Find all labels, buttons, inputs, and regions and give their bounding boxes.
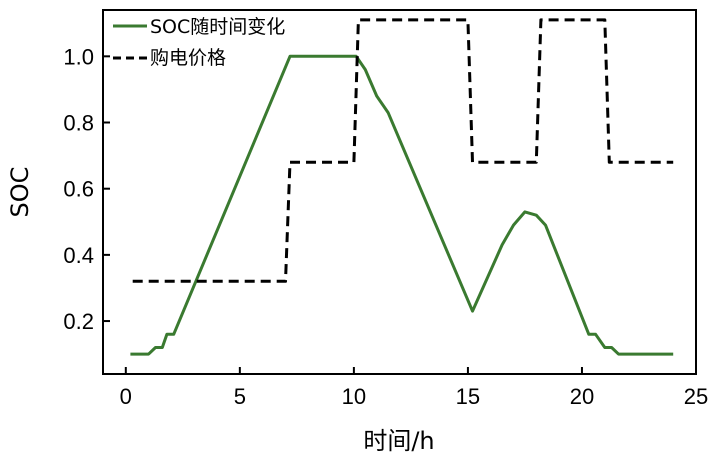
y-axis-title: SOC [6, 167, 34, 218]
x-axis-ticks: 0 5 10 15 20 25 [120, 367, 708, 409]
y-axis-ticks: 0.2 0.4 0.6 0.8 1.0 [63, 44, 110, 334]
y-tick-label: 0.8 [63, 111, 94, 136]
plot-frame [102, 9, 697, 375]
soc-series-line [130, 54, 674, 356]
y-tick-label: 0.2 [63, 309, 94, 334]
price-series-line [132, 18, 674, 283]
x-tick-label: 25 [684, 384, 708, 409]
x-tick-label: 20 [570, 384, 594, 409]
x-axis-title: 时间/h [363, 427, 434, 455]
x-tick-label: 15 [456, 384, 480, 409]
x-tick-label: 10 [342, 384, 366, 409]
legend-label-soc: SOC随时间变化 [150, 16, 285, 38]
x-tick-label: 5 [234, 384, 246, 409]
series-layer [130, 18, 674, 356]
y-tick-label: 0.6 [63, 177, 94, 202]
y-tick-label: 1.0 [63, 44, 94, 69]
y-tick-label: 0.4 [63, 243, 94, 268]
legend-label-price: 购电价格 [150, 47, 226, 69]
x-tick-label: 0 [120, 384, 132, 409]
legend: SOC随时间变化 购电价格 [113, 16, 285, 69]
